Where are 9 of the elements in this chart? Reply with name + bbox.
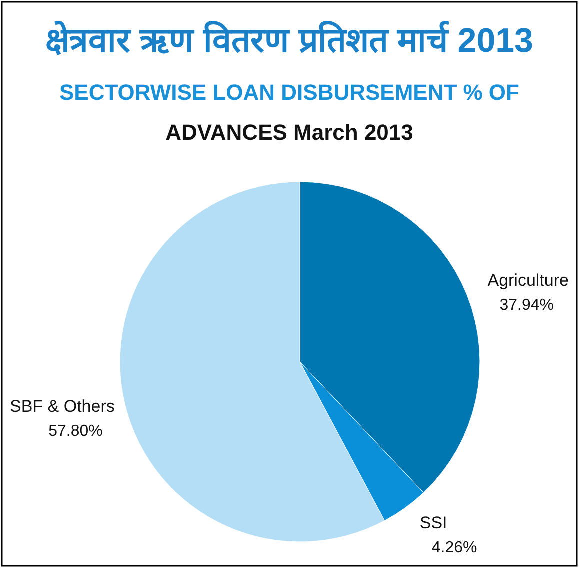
chart-subtitle: SECTORWISE LOAN DISBURSEMENT % OF (59, 80, 520, 105)
slice-label: SBF & Others (10, 396, 115, 416)
chart-title: क्षेत्रवार ऋण वितरण प्रतिशत मार्च 2013 (46, 20, 534, 60)
slice-label: Agriculture (488, 271, 569, 290)
slice-label: SSI (420, 514, 448, 533)
text: ADVANCES March 2013 (166, 120, 414, 145)
data-label: 4.26% (432, 540, 478, 557)
data-label: 57.80% (48, 422, 103, 440)
data-label: 37.94% (500, 297, 554, 314)
